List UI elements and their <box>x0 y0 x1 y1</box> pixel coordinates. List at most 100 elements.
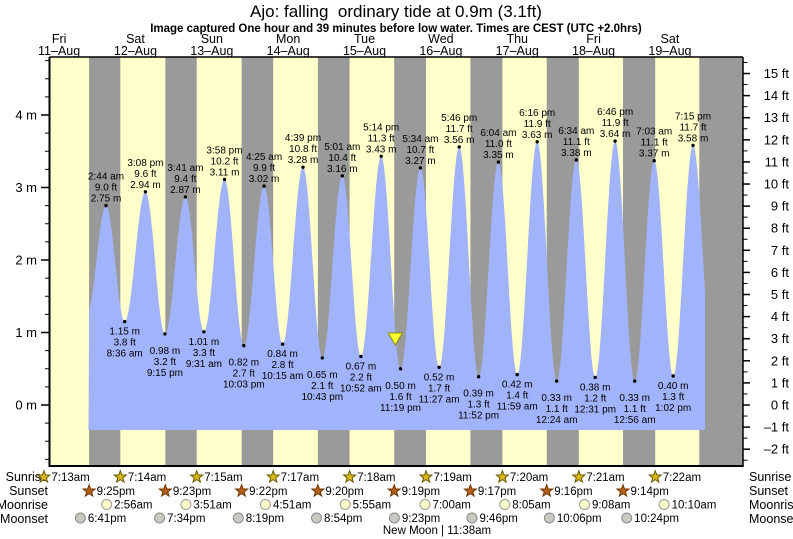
right-axis-tick-label: –1 ft <box>764 420 790 435</box>
high-tide-dot <box>379 154 383 158</box>
date-label: 15–Aug <box>343 44 386 58</box>
high-tide-label: 6:46 pm <box>597 107 633 118</box>
low-tide-label: 2.7 ft <box>233 369 255 380</box>
high-tide-label: 11.1 ft <box>641 138 668 149</box>
date-label: 19–Aug <box>648 44 691 58</box>
low-tide-label: 2.2 ft <box>350 372 372 383</box>
daylight-stripe <box>50 57 90 466</box>
high-tide-label: 5:46 pm <box>441 113 477 124</box>
high-tide-label: 11.0 ft <box>485 139 512 150</box>
right-axis-tick-label: 2 ft <box>771 353 789 368</box>
weekday-label: Mon <box>276 32 300 46</box>
low-tide-label: 1.1 ft <box>546 404 568 415</box>
high-tide-label: 2:44 am <box>88 172 124 183</box>
sunrise-star-icon <box>265 469 281 484</box>
low-tide-label: 3.2 ft <box>154 357 176 368</box>
high-tide-label: 3.56 m <box>444 135 475 146</box>
sunrise-star-icon <box>189 469 205 484</box>
sunset-time: 9:16pm <box>554 486 592 498</box>
current-time-marker <box>387 332 404 346</box>
moonset-moon-icon <box>543 512 555 524</box>
low-tide-label: 11:19 pm <box>380 403 421 414</box>
high-tide-label: 3.37 m <box>639 149 670 160</box>
low-tide-label: 10:43 pm <box>301 392 343 403</box>
moonset-moon-icon <box>74 512 86 524</box>
moonset-moon-icon <box>466 512 478 524</box>
low-tide-label: 1.1 ft <box>624 404 646 415</box>
right-axis-tick-label: 6 ft <box>771 265 789 280</box>
low-tide-label: 10:03 pm <box>223 380 265 391</box>
high-tide-dot <box>340 174 344 178</box>
high-tide-label: 2.94 m <box>130 180 161 191</box>
moonrise-time: 4:51am <box>273 500 311 512</box>
weekday-label: Sat <box>661 32 680 46</box>
low-tide-dot <box>593 375 597 380</box>
low-tide-dot <box>320 356 324 360</box>
moonset-row-label-left: Moonset <box>0 512 48 526</box>
low-tide-label: 11:59 am <box>497 402 538 413</box>
high-tide-label: 10.7 ft <box>406 145 434 156</box>
low-tide-label: 1.3 ft <box>662 392 684 403</box>
high-tide-label: 3.64 m <box>600 129 631 140</box>
high-tide-label: 7:03 am <box>636 127 672 138</box>
moonset-time: 9:23pm <box>402 513 440 525</box>
weekday-label: Tue <box>354 32 375 46</box>
high-tide-label: 3.11 m <box>210 168 240 179</box>
tide-water-area <box>88 141 705 430</box>
sun-moon-table: Sunrise Sunset Moonrise Moonset Sunrise … <box>0 469 793 537</box>
low-tide-label: 1.4 ft <box>506 391 528 402</box>
sunset-time: 9:23pm <box>173 486 211 498</box>
sunrise-star-icon <box>495 469 510 484</box>
weekday-label: Sun <box>201 32 223 46</box>
weekday-label: Sat <box>126 32 145 46</box>
sunrise-time: 7:15am <box>204 472 242 484</box>
right-axis-tick-label: 15 ft <box>764 66 790 81</box>
moonset-time: 8:54pm <box>324 513 362 525</box>
low-tide-dot <box>242 343 246 348</box>
sunset-time: 9:14pm <box>630 486 668 498</box>
sunset-star-icon <box>463 483 478 498</box>
low-tide-dot <box>163 332 167 336</box>
low-tide-label: 0.98 m <box>150 346 181 357</box>
sunrise-time: 7:20am <box>510 472 548 484</box>
low-tide-label: 1.3 ft <box>467 400 489 411</box>
sunrise-time: 7:17am <box>281 472 319 484</box>
low-tide-dot <box>476 375 481 379</box>
high-tide-dot <box>691 143 695 148</box>
high-tide-dot <box>574 158 578 162</box>
sunrise-star-icon <box>342 469 357 484</box>
sunset-star-icon <box>310 483 326 498</box>
low-tide-label: 3.3 ft <box>193 348 215 359</box>
high-tide-label: 3.16 m <box>327 164 358 175</box>
right-axis-tick-label: 0 ft <box>771 398 789 413</box>
moonset-time: 8:19pm <box>246 513 284 525</box>
moonrise-row-label-left: Moonrise <box>0 498 48 512</box>
high-tide-dot <box>535 140 539 144</box>
high-tide-label: 3.58 m <box>678 133 709 144</box>
sunrise-time: 7:22am <box>663 472 701 484</box>
sunrise-time: 7:21am <box>586 472 624 484</box>
low-tide-label: 11:27 am <box>419 394 460 405</box>
low-tide-label: 0.67 m <box>346 361 377 372</box>
low-tide-label: 1:02 pm <box>655 403 691 414</box>
axes: 4 m 3 m 2 m 1 m 0 m 15 ft 14 ft 13 ft 12 ft 11 ft… <box>15 56 790 467</box>
high-tide-label: 5:34 am <box>402 134 438 145</box>
high-tide-label: 6:16 pm <box>519 108 555 119</box>
date-label: 11–Aug <box>38 44 80 58</box>
date-label: 13–Aug <box>190 44 233 58</box>
moonset-time: 6:41pm <box>88 513 126 525</box>
weekday-label: Fri <box>52 32 67 46</box>
high-tide-label: 9.0 ft <box>95 183 117 194</box>
low-tide-dot <box>398 367 403 371</box>
moonrise-time: 10:10am <box>672 500 717 512</box>
high-tide-dot <box>301 165 305 169</box>
left-axis-tick-label: 0 m <box>15 398 37 413</box>
moonset-row-label-right: Moonset <box>749 512 793 526</box>
left-axis-tick-label: 1 m <box>15 325 37 340</box>
chart-title: Ajo: falling ordinary tide at 0.9m (3.1f… <box>250 2 542 21</box>
low-tide-label: 3.8 ft <box>114 338 136 349</box>
high-tide-dot <box>183 195 188 199</box>
high-tide-label: 3.38 m <box>561 148 592 159</box>
low-tide-label: 0.33 m <box>541 393 572 404</box>
moonset-moon-icon <box>232 512 244 524</box>
